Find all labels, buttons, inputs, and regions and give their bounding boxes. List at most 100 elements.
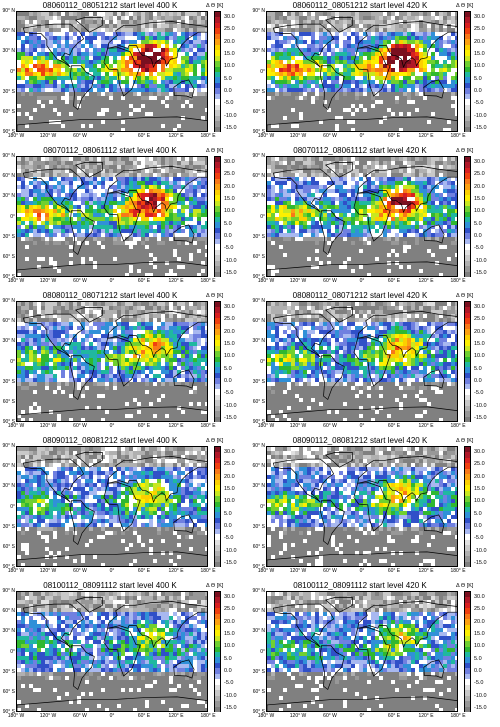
- field-cell: [177, 16, 181, 20]
- colorbar-segment: [215, 12, 220, 18]
- field-cell: [323, 52, 327, 56]
- field-cell: [29, 84, 33, 88]
- field-cell: [93, 64, 97, 68]
- field-cell: [283, 76, 287, 80]
- field-cell: [105, 237, 109, 241]
- field-cell: [299, 104, 303, 108]
- field-cell: [447, 32, 451, 36]
- field-cell: [391, 28, 395, 32]
- field-cell: [57, 24, 61, 28]
- field-cell: [271, 197, 275, 201]
- field-cell: [371, 60, 375, 64]
- field-cell: [283, 28, 287, 32]
- field-cell: [303, 40, 307, 44]
- field-cell: [267, 233, 271, 237]
- field-cell: [65, 112, 69, 116]
- field-cell: [299, 201, 303, 205]
- field-cell: [145, 48, 149, 52]
- field-cell: [375, 12, 379, 16]
- field-cell: [193, 197, 197, 201]
- field-cell: [287, 181, 291, 185]
- field-cell: [331, 64, 335, 68]
- field-cell: [193, 112, 197, 116]
- field-cell: [49, 241, 53, 245]
- field-cell: [355, 177, 359, 181]
- field-cell: [415, 221, 419, 225]
- field-cell: [315, 80, 319, 84]
- field-cell: [21, 269, 25, 273]
- field-cell: [379, 16, 383, 20]
- field-cell: [399, 120, 403, 124]
- field-cell: [455, 201, 457, 205]
- field-cell: [57, 52, 61, 56]
- field-cell: [201, 64, 205, 68]
- field-cell: [141, 100, 145, 104]
- field-cell: [355, 60, 359, 64]
- coastline: [103, 47, 141, 97]
- field-cell: [65, 273, 69, 276]
- field-cell: [133, 229, 137, 233]
- field-cell: [379, 80, 383, 84]
- field-cell: [21, 185, 25, 189]
- field-cell: [37, 24, 41, 28]
- field-cell: [113, 60, 117, 64]
- field-cell: [407, 193, 411, 197]
- field-cell: [359, 221, 363, 225]
- field-cell: [97, 213, 101, 217]
- field-cell: [451, 161, 455, 165]
- field-cell: [303, 161, 307, 165]
- field-cell: [367, 48, 371, 52]
- field-cell: [93, 92, 97, 96]
- field-cell: [117, 237, 121, 241]
- field-cell: [291, 213, 295, 217]
- field-cell: [173, 181, 177, 185]
- field-cell: [121, 36, 125, 40]
- field-cell: [283, 112, 287, 116]
- field-cell: [33, 209, 37, 213]
- colorbar-tick-label: 30.0: [474, 14, 485, 20]
- field-cell: [375, 173, 379, 177]
- field-cell: [271, 56, 275, 60]
- field-cell: [121, 201, 125, 205]
- field-cell: [419, 64, 423, 68]
- field-cell: [283, 165, 287, 169]
- field-cell: [81, 273, 85, 276]
- field-cell: [129, 229, 133, 233]
- field-cell: [347, 96, 351, 100]
- field-cell: [173, 261, 177, 265]
- field-cell: [33, 128, 37, 131]
- field-cell: [307, 20, 311, 24]
- field-cell: [25, 80, 29, 84]
- field-cell: [383, 64, 387, 68]
- field-cell: [423, 193, 427, 197]
- field-cell: [165, 189, 169, 193]
- field-cell: [21, 48, 25, 52]
- field-cell: [451, 36, 455, 40]
- field-cell: [451, 92, 455, 96]
- field-cell: [109, 16, 113, 20]
- field-cell: [29, 16, 33, 20]
- field-cell: [189, 76, 193, 80]
- colorbar-segment: [215, 66, 220, 73]
- field-cell: [347, 124, 351, 128]
- field-cell: [205, 52, 207, 56]
- field-cell: [113, 116, 117, 120]
- field-cell: [443, 221, 447, 225]
- field-cell: [391, 60, 395, 64]
- colorbar-segment: [215, 126, 220, 133]
- field-cell: [197, 76, 201, 80]
- field-cell: [399, 221, 403, 225]
- latitude-tick-label: 30° S: [2, 88, 15, 95]
- field-cell: [157, 128, 161, 131]
- delta-theta-field: [267, 12, 457, 131]
- field-cell: [101, 80, 105, 84]
- field-cell: [93, 120, 97, 124]
- field-cell: [165, 157, 169, 161]
- field-cell: [101, 100, 105, 104]
- field-cell: [141, 213, 145, 217]
- field-cell: [295, 48, 299, 52]
- field-cell: [181, 72, 185, 76]
- field-cell: [347, 197, 351, 201]
- field-cell: [165, 193, 169, 197]
- field-cell: [193, 100, 197, 104]
